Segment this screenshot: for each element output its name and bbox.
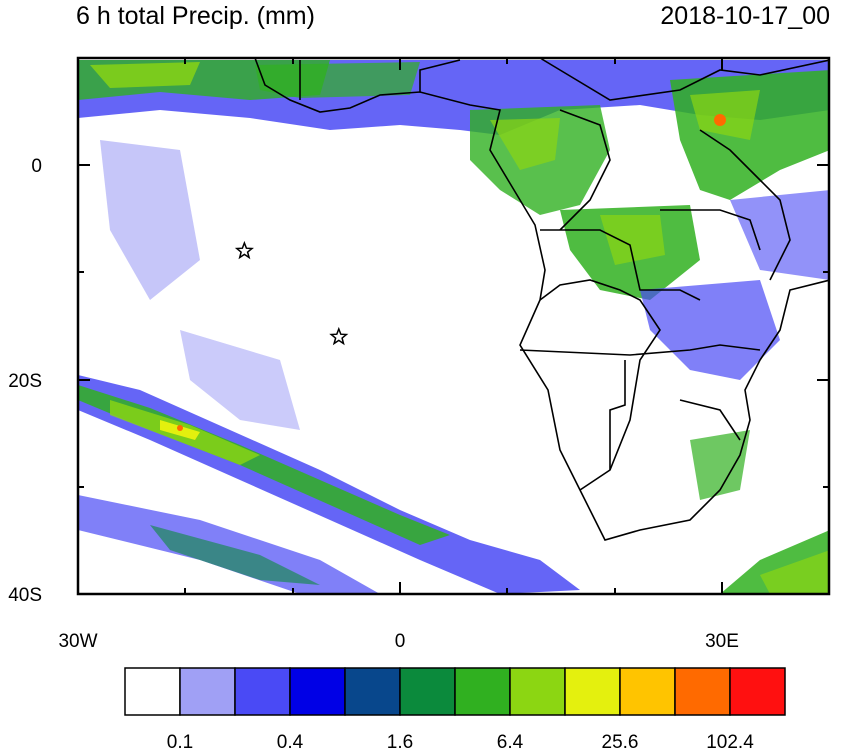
colorbar-swatch <box>289 667 346 716</box>
colorbar-swatch <box>234 667 291 716</box>
star-marker-1 <box>234 240 254 260</box>
lat-label-40s: 40S <box>8 585 42 606</box>
map-date: 2018-10-17_00 <box>660 2 830 30</box>
colorbar-label: 0.4 <box>277 732 304 750</box>
markers <box>234 240 349 346</box>
colorbar-swatch <box>344 667 401 716</box>
map-title: 6 h total Precip. (mm) <box>76 2 315 30</box>
colorbar-swatch <box>729 667 786 716</box>
lon-label-0: 0 <box>395 631 406 652</box>
lon-label-30e: 30E <box>705 631 739 652</box>
colorbar-swatch <box>619 667 676 716</box>
colorbar: 0.1 0.4 1.6 6.4 25.6 102.4 <box>124 667 786 750</box>
colorbar-swatch <box>564 667 621 716</box>
precipitation-layer <box>78 60 829 594</box>
colorbar-label: 1.6 <box>387 732 413 750</box>
lat-label-20s: 20S <box>8 371 42 392</box>
colorbar-label: 25.6 <box>602 732 639 750</box>
lat-label-0: 0 <box>31 156 42 177</box>
coastlines <box>254 58 829 541</box>
colorbar-swatch <box>124 667 181 716</box>
colorbar-label: 6.4 <box>497 732 524 750</box>
lon-label-30w: 30W <box>58 631 97 652</box>
axis-ticks <box>78 58 829 594</box>
colorbar-swatch <box>674 667 731 716</box>
colorbar-swatch <box>179 667 236 716</box>
colorbar-label: 102.4 <box>706 732 754 750</box>
colorbar-label: 0.1 <box>167 732 193 750</box>
star-marker-2 <box>329 326 349 346</box>
map-frame <box>76 56 831 596</box>
colorbar-swatch <box>509 667 566 716</box>
colorbar-swatch <box>399 667 456 716</box>
colorbar-swatch <box>454 667 511 716</box>
